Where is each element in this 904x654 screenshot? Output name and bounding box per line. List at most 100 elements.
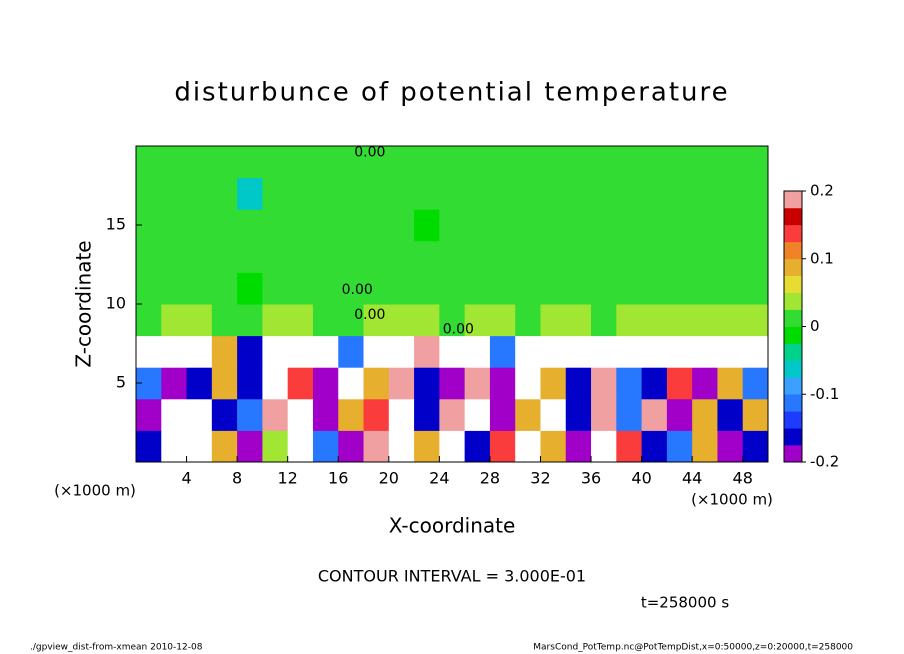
heat-cell: [616, 209, 643, 242]
heat-cell: [717, 240, 744, 273]
heat-cell: [540, 272, 567, 305]
heat-cell: [641, 272, 668, 305]
heat-cell: [565, 209, 592, 242]
heat-cell: [464, 398, 491, 431]
heat-cell: [439, 209, 466, 242]
heat-cell: [641, 240, 668, 273]
heat-cell: [616, 177, 643, 210]
heat-cell: [262, 304, 289, 337]
heat-cell: [338, 367, 365, 400]
heat-cell: [565, 398, 592, 431]
heat-cell: [287, 240, 314, 273]
heat-cell: [591, 272, 617, 305]
heat-cell: [363, 177, 390, 210]
heat-cell: [742, 304, 769, 337]
heat-cell: [717, 304, 744, 337]
heat-cell: [591, 240, 617, 273]
heat-cell: [237, 430, 263, 463]
heat-cell: [338, 430, 365, 463]
heat-cell: [287, 398, 314, 431]
heat-cell: [540, 398, 567, 431]
heat-cell: [136, 398, 162, 431]
colorbar-bin: [784, 258, 802, 276]
heat-cell: [692, 209, 718, 242]
heat-cell: [237, 272, 263, 305]
heat-cell: [161, 398, 188, 431]
heat-cell: [515, 240, 541, 273]
heat-cell: [591, 335, 617, 368]
heat-cell: [489, 335, 516, 368]
heat-cell: [186, 398, 213, 431]
heat-cell: [161, 272, 188, 305]
heat-cell: [464, 367, 491, 400]
heat-cell: [136, 272, 162, 305]
heat-cell: [237, 335, 263, 368]
heat-cell: [439, 398, 466, 431]
heat-cell: [287, 335, 314, 368]
heat-cell: [742, 367, 769, 400]
heat-cell: [692, 272, 718, 305]
colorbar-bin: [784, 292, 802, 310]
heat-cell: [363, 430, 390, 463]
heat-cell: [211, 367, 238, 400]
heat-cell: [565, 177, 592, 210]
heat-cell: [641, 430, 668, 463]
x-tick-label: 28: [480, 469, 500, 488]
heat-cell: [489, 272, 516, 305]
heat-cell: [565, 146, 592, 179]
heat-cell: [262, 177, 289, 210]
heat-cell: [186, 240, 213, 273]
heat-cell: [616, 430, 643, 463]
heat-cell: [439, 177, 466, 210]
heat-cell: [717, 335, 744, 368]
heat-cell: [338, 272, 365, 305]
heat-cell: [742, 209, 769, 242]
heat-cell: [363, 272, 390, 305]
heat-cell: [363, 398, 390, 431]
heat-cell: [464, 304, 491, 337]
heat-cell: [565, 240, 592, 273]
colorbar-bin: [784, 377, 802, 395]
heat-cell: [464, 430, 491, 463]
time-label: t=258000 s: [641, 594, 729, 612]
x-axis-label: X-coordinate: [389, 514, 516, 538]
heat-cell: [692, 304, 718, 337]
heat-cell: [414, 398, 440, 431]
heat-cell: [237, 367, 263, 400]
heat-cell: [211, 177, 238, 210]
heat-cell: [388, 367, 415, 400]
heat-cell: [363, 240, 390, 273]
heat-cell: [439, 272, 466, 305]
heat-cell: [515, 304, 541, 337]
heat-cell: [666, 367, 693, 400]
heat-cell: [666, 272, 693, 305]
heat-cell: [287, 367, 314, 400]
heat-cell: [565, 367, 592, 400]
heat-cell: [136, 240, 162, 273]
heat-cell: [161, 209, 188, 242]
heat-cell: [742, 240, 769, 273]
contour-interval: CONTOUR INTERVAL = 3.000E-01: [318, 567, 586, 586]
heat-cell: [515, 146, 541, 179]
heat-cell: [262, 335, 289, 368]
x-tick-label: 40: [631, 469, 651, 488]
heat-cell: [186, 272, 213, 305]
heat-cell: [388, 146, 415, 179]
x-unit: (×1000 m): [691, 491, 773, 509]
heat-cell: [591, 209, 617, 242]
heat-cell: [591, 304, 617, 337]
heat-cell: [136, 430, 162, 463]
heat-cell: [641, 367, 668, 400]
heat-cell: [312, 272, 339, 305]
heat-cell: [312, 146, 339, 179]
heat-cell: [338, 177, 365, 210]
heat-cell: [211, 209, 238, 242]
heat-cell: [616, 272, 643, 305]
heat-cell: [312, 304, 339, 337]
y-tick-label: 10: [106, 294, 126, 313]
heat-cell: [717, 272, 744, 305]
heat-cell: [489, 209, 516, 242]
heat-cell: [641, 335, 668, 368]
heat-cell: [540, 146, 567, 179]
